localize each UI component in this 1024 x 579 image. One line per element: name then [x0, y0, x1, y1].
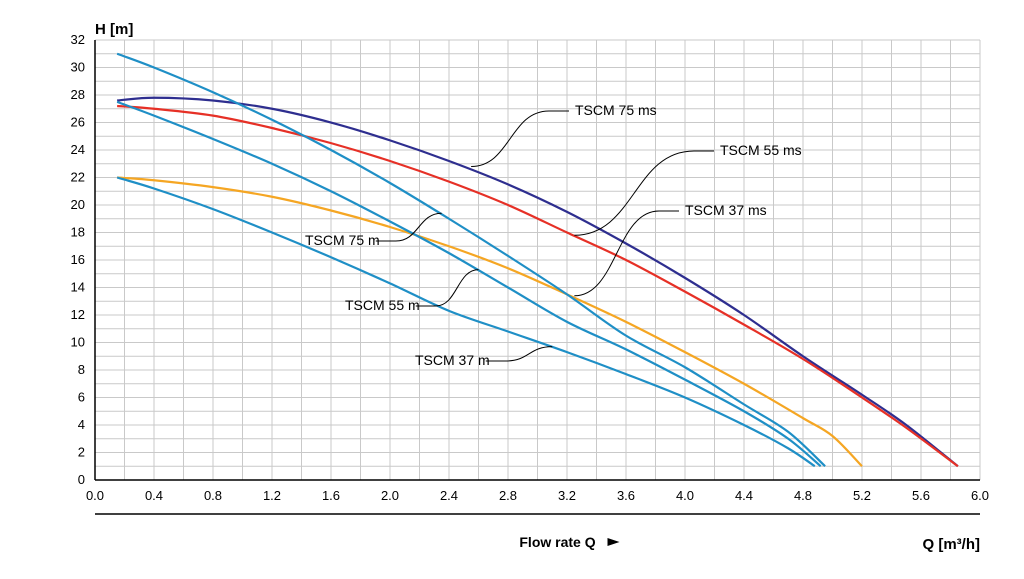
y-tick-label: 18: [71, 225, 85, 240]
x-tick-label: 4.8: [794, 488, 812, 503]
y-tick-label: 6: [78, 390, 85, 405]
x-tick-label: 2.0: [381, 488, 399, 503]
x-tick-label: 5.2: [853, 488, 871, 503]
series-label: TSCM 75 ms: [575, 102, 657, 118]
y-tick-label: 24: [71, 142, 85, 157]
y-tick-label: 26: [71, 115, 85, 130]
x-tick-label: 4.4: [735, 488, 753, 503]
y-axis-title: H [m]: [95, 21, 133, 38]
y-tick-label: 32: [71, 32, 85, 47]
x-tick-label: 0.4: [145, 488, 163, 503]
y-tick-label: 10: [71, 335, 85, 350]
pump-curve-chart: 024681012141618202224262830320.00.40.81.…: [20, 20, 1004, 559]
x-tick-label: 3.2: [558, 488, 576, 503]
series-label: TSCM 37 ms: [685, 202, 767, 218]
y-tick-label: 12: [71, 307, 85, 322]
y-tick-label: 4: [78, 417, 85, 432]
y-tick-label: 28: [71, 87, 85, 102]
y-tick-label: 14: [71, 280, 85, 295]
flow-rate-label: Flow rate Q: [519, 534, 595, 550]
series-label: TSCM 55 ms: [720, 142, 802, 158]
series-label: TSCM 75 m: [305, 232, 380, 248]
x-tick-label: 2.4: [440, 488, 458, 503]
x-tick-label: 4.0: [676, 488, 694, 503]
x-tick-label: 3.6: [617, 488, 635, 503]
x-axis-title: Q [m³/h]: [923, 536, 981, 553]
x-tick-label: 6.0: [971, 488, 989, 503]
y-tick-label: 20: [71, 197, 85, 212]
y-tick-label: 0: [78, 472, 85, 487]
chart-svg: 024681012141618202224262830320.00.40.81.…: [20, 20, 1004, 559]
y-tick-label: 22: [71, 170, 85, 185]
x-tick-label: 5.6: [912, 488, 930, 503]
x-tick-label: 2.8: [499, 488, 517, 503]
x-tick-label: 1.6: [322, 488, 340, 503]
y-tick-label: 2: [78, 445, 85, 460]
y-tick-label: 8: [78, 362, 85, 377]
x-tick-label: 0.8: [204, 488, 222, 503]
y-tick-label: 30: [71, 60, 85, 75]
series-label: TSCM 37 m: [415, 352, 490, 368]
x-tick-label: 1.2: [263, 488, 281, 503]
series-label: TSCM 55 m: [345, 297, 420, 313]
x-tick-label: 0.0: [86, 488, 104, 503]
y-tick-label: 16: [71, 252, 85, 267]
